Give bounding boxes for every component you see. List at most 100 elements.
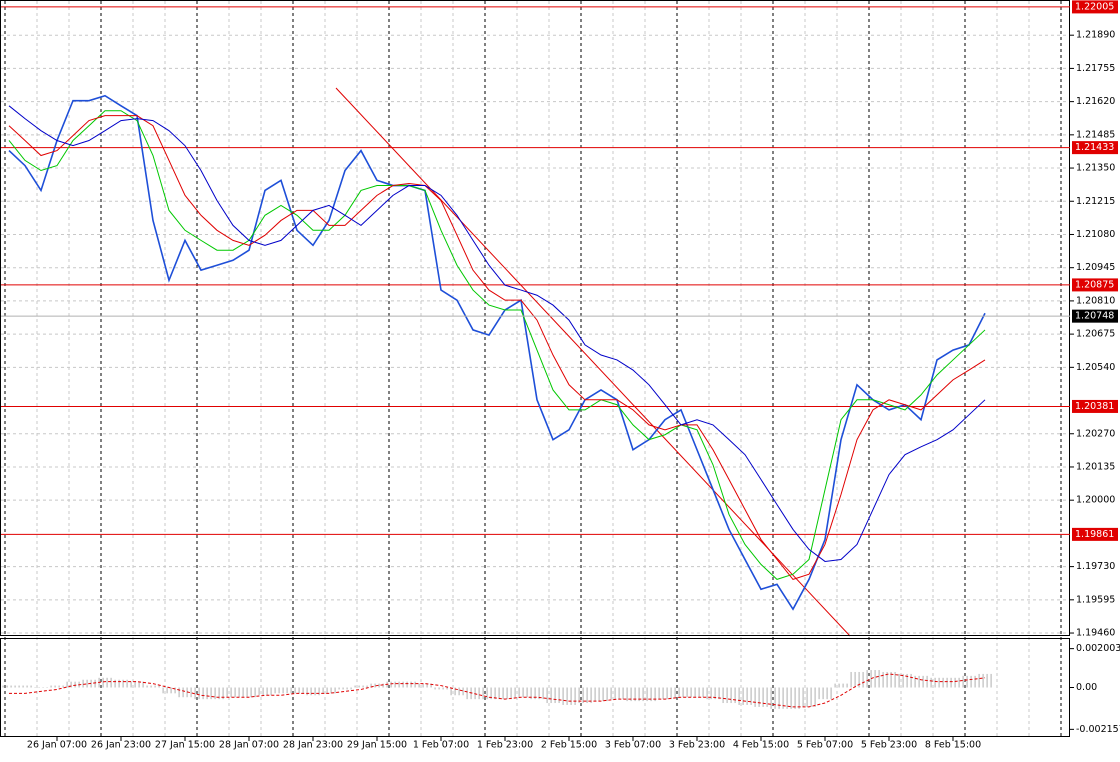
histogram-bar [838,683,840,688]
histogram-bar [130,681,132,688]
level-label-box [1072,399,1118,413]
histogram-bar [454,687,456,696]
histogram-bar [730,687,732,704]
histogram-bar [930,677,932,688]
histogram-bar [758,687,760,707]
histogram-bar [326,687,328,694]
histogram-bar [962,675,964,688]
histogram-bar [786,687,788,709]
histogram-bar [846,683,848,688]
current-price-label: 1.20748 [1075,311,1114,322]
histogram-bar [746,687,748,705]
sub-frame [0,638,1070,737]
histogram-bar [210,687,212,700]
histogram-bar [734,687,736,704]
histogram-bar [254,687,256,698]
histogram-bar [614,687,616,700]
histogram-bar [494,687,496,700]
histogram-bar [446,687,448,690]
histogram-bar [18,685,20,688]
histogram-bar [270,687,272,696]
histogram-bar [706,687,708,700]
histogram-bar [314,687,316,696]
histogram-bar [650,687,652,702]
histogram-bar [866,670,868,688]
histogram-bar [538,687,540,700]
histogram-bar [306,687,308,696]
histogram-bar [978,673,980,688]
trendline [335,87,851,637]
histogram-bar [670,687,672,700]
histogram-bar [162,687,164,694]
x-tick-label: 2 Feb 15:00 [541,740,597,751]
histogram-bar [378,683,380,688]
histogram-bar [794,687,796,709]
histogram-bar [290,687,292,694]
histogram-bar [726,687,728,704]
histogram-bar [938,677,940,688]
histogram-bar [886,671,888,688]
y-tick-label: 1.21620 [1076,96,1115,107]
y-tick-label: 1.20945 [1076,262,1115,273]
level-label: 1.20875 [1075,279,1114,290]
x-tick-label: 1 Feb 23:00 [477,740,533,751]
histogram-bar [214,687,216,700]
histogram-bar [814,687,816,707]
y-tick-label: 0.00 [1076,682,1097,693]
histogram-bar [934,677,936,688]
histogram-bar [518,687,520,698]
price-line [8,110,986,580]
histogram-bar [206,687,208,700]
histogram-bar [426,683,428,688]
x-tick-label: 27 Jan 15:00 [155,740,215,751]
histogram-bar [602,687,604,702]
histogram-bar [58,685,60,688]
histogram-bar [590,687,592,704]
price-line [8,94,986,611]
histogram-bar [902,673,904,688]
histogram-bar [958,677,960,688]
histogram-bar [54,685,56,688]
histogram-bar [686,687,688,698]
y-tick-label: 1.20810 [1076,295,1115,306]
histogram-bar [154,685,156,688]
histogram-bar [790,687,792,709]
histogram-bar [818,687,820,700]
histogram-bar [922,675,924,688]
histogram-bar [6,685,8,688]
histogram-bar [750,687,752,705]
histogram-bar [742,687,744,705]
histogram-bar [294,687,296,694]
histogram-bar [202,687,204,700]
level-label-box [1072,0,1118,14]
histogram-bar [778,687,780,709]
histogram-bar [298,687,300,694]
histogram-bar [250,687,252,698]
y-tick-label: 1.21350 [1076,163,1115,174]
histogram-bar [966,675,968,688]
main-frame [0,0,1070,636]
histogram-bar [42,687,44,688]
x-tick-label: 28 Jan 07:00 [219,740,279,751]
histogram-bar [410,681,412,688]
histogram-bar [362,685,364,688]
histogram-bar [158,685,160,688]
histogram-bar [178,687,180,698]
histogram-bar [482,687,484,700]
histogram-bar [398,681,400,688]
histogram-bar [274,687,276,694]
histogram-bar [374,683,376,688]
histogram-bar [190,687,192,698]
histogram-bar [722,687,724,704]
histogram-bar [738,687,740,705]
histogram-bar [102,677,104,688]
histogram-bar [234,687,236,698]
histogram-bar [622,687,624,700]
y-tick-label: 1.20540 [1076,362,1115,373]
histogram-bar [674,687,676,698]
y-tick-label: 1.21485 [1076,129,1115,140]
histogram-bar [286,687,288,694]
x-tick-label: 26 Jan 07:00 [27,740,87,751]
histogram-bar [150,685,152,688]
histogram-bar [258,687,260,696]
